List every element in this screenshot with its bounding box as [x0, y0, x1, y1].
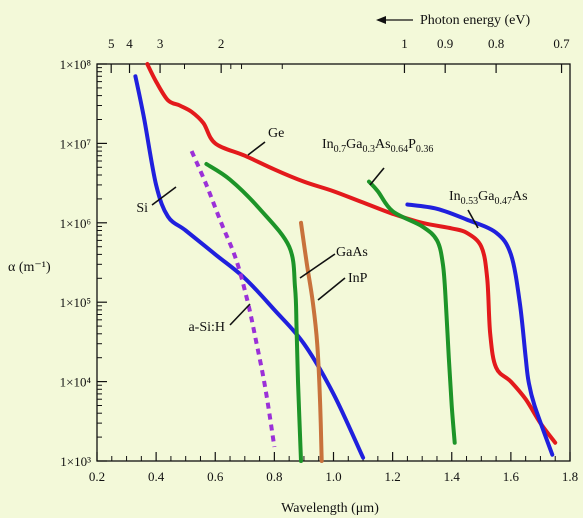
series-gaas [204, 162, 303, 463]
x-tick-label: 1.2 [385, 469, 401, 484]
label-text: Ga [478, 189, 495, 204]
x-tick-label: 1.6 [503, 469, 520, 484]
x-tick-label: 1.0 [325, 469, 341, 484]
y-tick-label: 1×10⁶ [60, 216, 91, 231]
leader-line [317, 277, 346, 301]
y-tick-label: 1×10³ [60, 454, 91, 469]
top-tick-label: 0.7 [553, 36, 570, 51]
label-text: As [375, 137, 391, 152]
series-ge [145, 62, 558, 445]
leader-line [247, 141, 266, 156]
x-tick-label: 0.6 [207, 469, 224, 484]
series-layer [133, 62, 558, 463]
series-asi [189, 150, 277, 448]
label-subscript: 0.3 [363, 144, 376, 155]
leader-line [229, 303, 251, 326]
top-tick-label: 4 [126, 36, 133, 51]
label-subscript: 0.53 [461, 196, 479, 207]
top-tick-label: 2 [218, 36, 225, 51]
label-subscript: 0.47 [495, 196, 513, 207]
x-tick-label: 0.2 [89, 469, 105, 484]
leader-line [151, 186, 177, 206]
label-inp: InP [348, 271, 368, 286]
top-tick-label: 3 [157, 36, 164, 51]
series-in053 [405, 202, 555, 457]
label-text: Ga [346, 137, 363, 152]
label-subscript: 0.36 [416, 144, 434, 155]
series-labels: GeSiGaAsInPa-Si:HIn0.7Ga0.3As0.64P0.36In… [136, 126, 527, 335]
label-text: As [512, 189, 528, 204]
leader-line [369, 167, 385, 186]
top-tick-label: 1 [401, 36, 408, 51]
series-si [133, 74, 366, 460]
top-axis-label: Photon energy (eV) [420, 13, 530, 28]
top-tick-label: 0.9 [437, 36, 453, 51]
top-tick-label: 5 [108, 36, 115, 51]
x-tick-label: 1.8 [562, 469, 578, 484]
label-in053: In0.53Ga0.47As [449, 189, 528, 207]
leader-line [467, 209, 479, 229]
leader-line [299, 253, 336, 279]
label-subscript: 0.7 [334, 144, 347, 155]
label-gaas: GaAs [336, 245, 368, 260]
x-tick-label: 1.4 [444, 469, 461, 484]
label-text: In [322, 137, 334, 152]
series-ingaasp [367, 179, 457, 445]
arrow-left-icon [376, 16, 413, 24]
y-tick-label: 1×10⁵ [60, 295, 91, 310]
y-tick-label: 1×10⁸ [60, 57, 92, 72]
series-inp [299, 220, 324, 463]
label-si: Si [136, 201, 148, 216]
x-axis-label: Wavelength (μm) [281, 501, 379, 516]
y-axis-ticks: 1×10³ 1×10⁴ 1×10⁵ 1×10⁶ 1×10⁷ 1×10⁸ [60, 57, 107, 469]
top-axis-ticks: 5 4 3 2 1 0.9 0.8 0.7 [108, 36, 570, 73]
label-ingaasp: In0.7Ga0.3As0.64P0.36 [322, 137, 433, 155]
label-subscript: 0.64 [391, 144, 409, 155]
label-leaders [151, 141, 479, 326]
label-asi: a-Si:H [188, 320, 225, 335]
label-text: P [408, 137, 416, 152]
y-tick-label: 1×10⁴ [60, 375, 92, 390]
top-tick-label: 0.8 [488, 36, 504, 51]
label-ge: Ge [268, 126, 284, 141]
plot-frame [96, 63, 571, 462]
y-tick-label: 1×10⁷ [60, 136, 91, 151]
label-text: In [449, 189, 461, 204]
x-axis-ticks: 0.2 0.4 0.6 0.8 1.0 1.2 1.4 1.6 1.8 [89, 452, 578, 484]
y-axis-label: α (m⁻¹) [8, 260, 51, 275]
x-tick-label: 0.4 [148, 469, 165, 484]
x-tick-label: 0.8 [266, 469, 282, 484]
